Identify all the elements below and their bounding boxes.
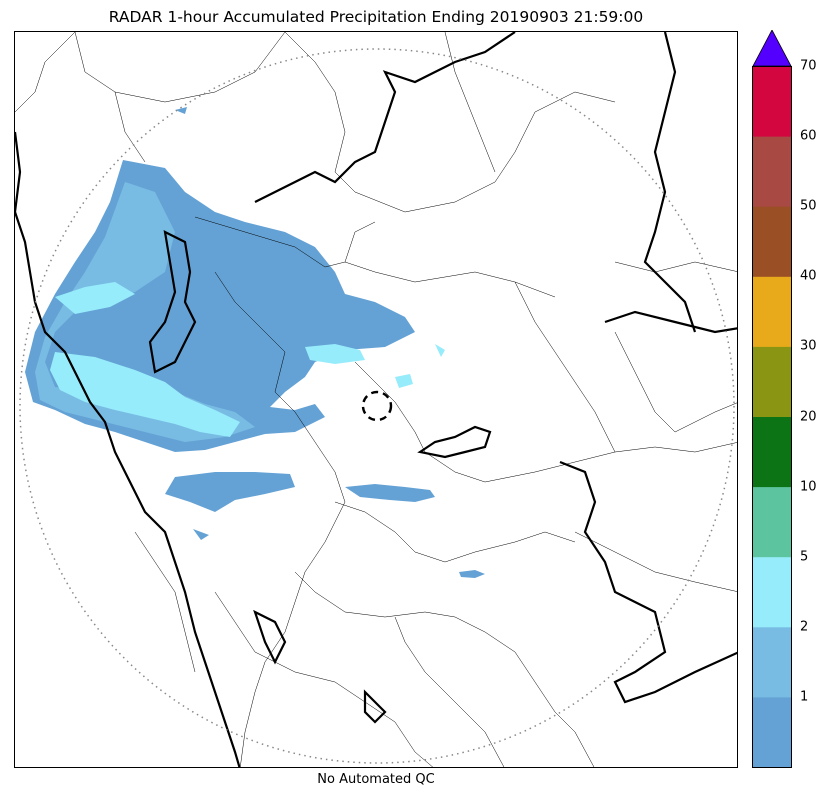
state-border-northwest	[148, 230, 197, 374]
state-border-northeast	[643, 32, 697, 333]
state-border-southeast	[559, 460, 737, 704]
state-border-inner	[417, 425, 492, 459]
qc-note: No Automated QC	[317, 772, 435, 787]
colorbar-bin	[752, 136, 792, 207]
colorbar-bin	[752, 486, 792, 558]
state-border-south	[363, 689, 387, 724]
colorbar-bin	[752, 556, 792, 628]
colorbar-tick-label: 70	[800, 58, 817, 74]
colorbar-tick-label: 10	[800, 479, 817, 495]
colorbar-bin	[752, 206, 792, 277]
colorbar	[752, 30, 792, 768]
echo-band-heavy	[50, 352, 240, 437]
colorbar-bin	[752, 696, 792, 768]
colorbar-tick-label: 2	[800, 619, 809, 635]
state-border-east	[604, 310, 737, 334]
echo-north-streak	[55, 282, 135, 314]
district-boundaries	[15, 32, 737, 767]
precip-echoes	[25, 107, 485, 578]
colorbar-tick-label: 40	[800, 268, 817, 284]
radar-range-ring	[19, 48, 735, 764]
colorbar-tick-label: 1	[800, 689, 809, 705]
colorbar-bin	[752, 346, 792, 417]
state-borders	[15, 32, 737, 767]
colorbar-tick-label: 5	[800, 549, 809, 565]
map-canvas	[15, 32, 737, 767]
colorbar-tick-label: 20	[800, 409, 817, 424]
echo-southeast	[459, 570, 485, 578]
state-border-north	[254, 32, 516, 203]
echo-south-band	[165, 472, 295, 512]
state-border-southwest	[253, 609, 287, 665]
echo-band-light	[35, 182, 255, 442]
colorbar-bin	[752, 276, 792, 347]
coastline	[15, 131, 241, 767]
colorbar-bin	[752, 626, 792, 698]
chart-title: RADAR 1-hour Accumulated Precipitation E…	[108, 8, 644, 26]
echo-central	[345, 484, 435, 502]
colorbar-border	[752, 66, 792, 768]
colorbar-extend-arrow	[752, 30, 792, 67]
echo-scatter	[305, 344, 445, 388]
colorbar-bin	[752, 416, 792, 488]
colorbar-tick-label: 50	[800, 198, 817, 214]
radar-site-marker[interactable]	[361, 390, 393, 422]
colorbar-tick-label: 60	[800, 128, 817, 144]
colorbar-bin	[752, 66, 792, 137]
radar-map[interactable]	[14, 31, 738, 768]
colorbar-tick-label: 30	[800, 338, 817, 354]
